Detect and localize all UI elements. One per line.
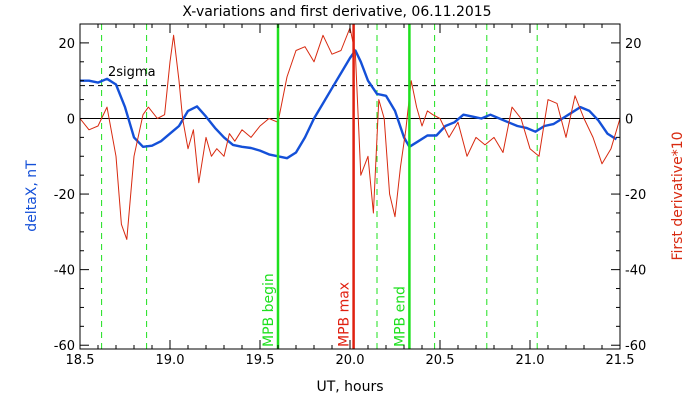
mpb-line-label: MPB begin: [261, 273, 277, 347]
y-right-tick-label: -60: [625, 339, 646, 354]
x-tick-label: 20.5: [426, 353, 455, 368]
mpb-line-label: MPB max: [337, 282, 353, 347]
series-line-deltax: [80, 49, 618, 160]
y-axis-title-left: deltaX, nT: [24, 160, 40, 232]
x-tick-label: 20.0: [336, 353, 365, 368]
x-tick-label: 21.5: [606, 353, 635, 368]
y-right-tick-label: -20: [625, 188, 646, 203]
y-right-tick-label: -40: [625, 264, 646, 279]
x-tick-label: 19.0: [156, 353, 185, 368]
y-right-tick-label: 20: [625, 37, 642, 52]
mpb-lines-layer: MPB begin MPB max MPB end: [261, 24, 411, 349]
y-left-tick-label: -40: [54, 264, 75, 279]
series-line-derivative: [79, 27, 621, 240]
series-layer: [79, 27, 621, 240]
y-left-tick-label: -60: [54, 339, 75, 354]
x-tick-label: 21.0: [516, 353, 545, 368]
mpb-line-label: MPB end: [392, 286, 408, 347]
reference-lines-layer: [80, 24, 620, 349]
y-left-tick-label: 20: [58, 37, 75, 52]
x-tick-label: 19.5: [246, 353, 275, 368]
chart-title: X-variations and first derivative, 06.11…: [182, 4, 491, 20]
threshold-label: 2sigma: [108, 65, 156, 80]
y-right-tick-label: 0: [625, 112, 633, 127]
x-tick-label: 18.5: [66, 353, 95, 368]
y-axis-title-right: First derivative*10: [670, 131, 686, 260]
x-axis-title: UT, hours: [316, 379, 383, 395]
y-left-tick-label: -20: [54, 188, 75, 203]
y-left-tick-label: 0: [67, 112, 75, 127]
ticks-layer: 18.5 19.0 19.5 20.0 20.5 21.0 21.5 20 0 -20 -40 -60…: [54, 23, 646, 368]
